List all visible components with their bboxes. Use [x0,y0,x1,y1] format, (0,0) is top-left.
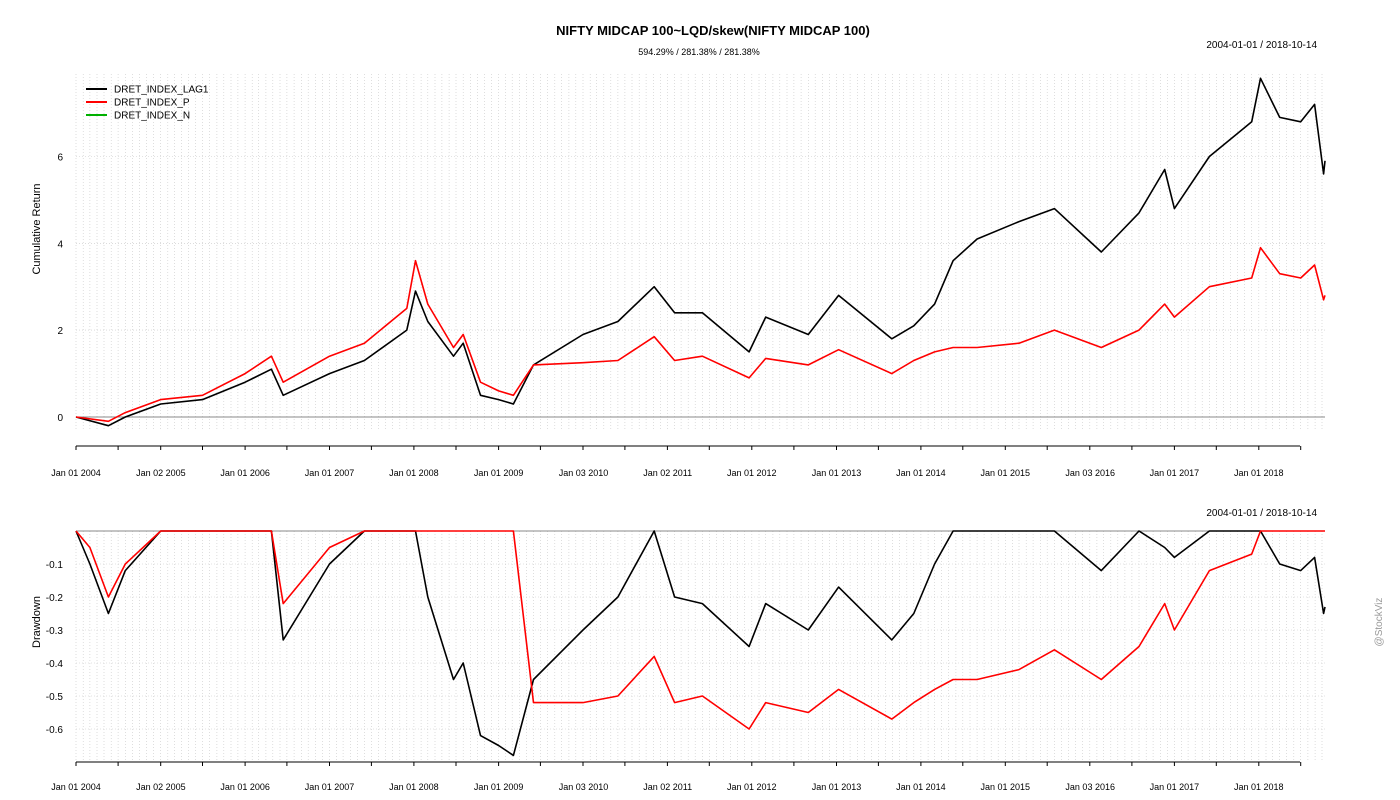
x-tick-label: Jan 01 2008 [389,468,439,478]
y-tick-label: -0.2 [46,593,64,604]
x-tick-label: Jan 02 2011 [643,468,692,478]
y-tick-label: -0.3 [46,626,64,637]
x-tick-label: Jan 01 2018 [1234,468,1284,478]
top-ylabel: Cumulative Return [31,183,43,274]
bottom-date-range: 2004-01-01 / 2018-10-14 [1206,508,1317,519]
x-tick-label: Jan 01 2015 [981,468,1031,478]
y-tick-label: 4 [57,239,63,250]
x-tick-label: Jan 01 2018 [1234,782,1284,792]
bottom-ylabel: Drawdown [31,596,43,648]
chart-title: NIFTY MIDCAP 100~LQD/skew(NIFTY MIDCAP 1… [556,23,870,38]
x-tick-label: Jan 02 2005 [136,782,186,792]
x-tick-label: Jan 03 2016 [1065,468,1115,478]
x-tick-label: Jan 03 2010 [559,782,609,792]
x-tick-label: Jan 03 2010 [559,468,609,478]
legend-label: DRET_INDEX_N [114,111,190,122]
x-tick-label: Jan 01 2004 [51,468,101,478]
y-tick-label: 2 [57,326,63,337]
x-tick-label: Jan 01 2007 [305,468,355,478]
series-line-dret-index-p [75,530,1325,730]
y-tick-label: -0.4 [46,659,64,670]
x-tick-label: Jan 01 2014 [896,468,946,478]
y-tick-label: 6 [57,153,63,164]
x-tick-label: Jan 01 2007 [305,782,355,792]
cumulative-return-panel: 0 2 4 6 Jan 01 2004 Jan 02 2005 Jan 01 2006 Jan… [51,74,1326,478]
x-tick-label: Jan 02 2005 [136,468,186,478]
x-tick-label: Jan 01 2012 [727,782,777,792]
y-tick-label: -0.1 [46,560,64,571]
x-tick-label: Jan 01 2014 [896,782,946,792]
chart-subtitle: 594.29% / 281.38% / 281.38% [638,47,760,57]
x-tick-label: Jan 01 2006 [220,468,270,478]
series-line-dret-index-lag1 [75,530,1326,757]
x-tick-label: Jan 01 2015 [981,782,1031,792]
drawdown-panel: -0.1 -0.2 -0.3 -0.4 -0.5 -0.6 Jan 01 2004 Jan 0… [46,530,1326,792]
x-tick-label: Jan 01 2006 [220,782,270,792]
x-tick-label: Jan 01 2009 [474,468,524,478]
x-tick-label: Jan 01 2008 [389,782,439,792]
x-tick-label: Jan 01 2017 [1150,782,1200,792]
y-tick-label: 0 [57,413,63,424]
x-tick-label: Jan 01 2009 [474,782,524,792]
legend-label: DRET_INDEX_P [114,98,190,109]
legend-label: DRET_INDEX_LAG1 [114,85,209,96]
watermark: @StockViz [1374,598,1385,647]
series-line-dret-index-p [75,246,1326,423]
x-tick-label: Jan 01 2004 [51,782,101,792]
y-tick-label: -0.5 [46,692,64,703]
x-tick-label: Jan 01 2013 [812,782,862,792]
x-tick-label: Jan 03 2016 [1065,782,1115,792]
series-line-dret-index-lag1 [75,77,1326,427]
y-tick-label: -0.6 [46,725,64,736]
x-tick-label: Jan 01 2017 [1150,468,1200,478]
top-date-range: 2004-01-01 / 2018-10-14 [1206,40,1317,51]
x-tick-label: Jan 01 2012 [727,468,777,478]
legend: DRET_INDEX_LAG1 DRET_INDEX_P DRET_INDEX_N [86,85,209,122]
x-tick-label: Jan 02 2011 [643,782,692,792]
x-tick-label: Jan 01 2013 [812,468,862,478]
